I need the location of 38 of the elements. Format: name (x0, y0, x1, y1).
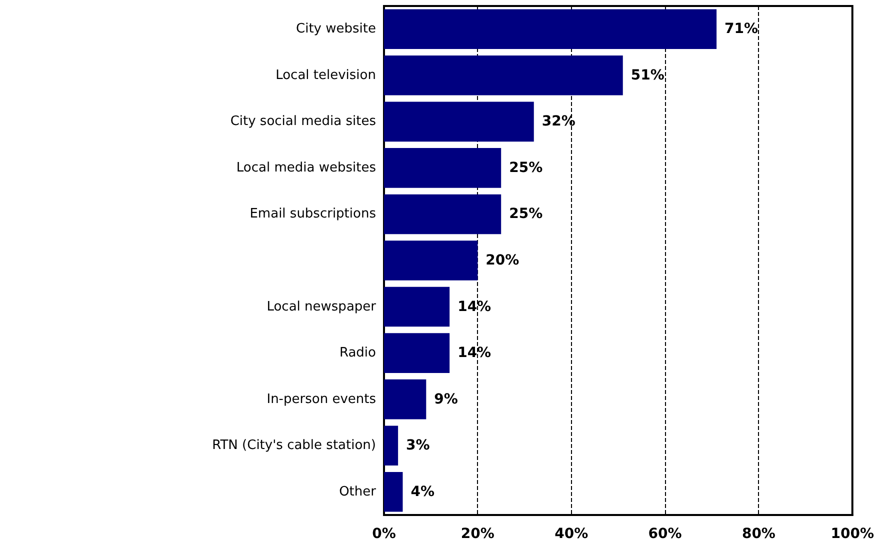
data-label: 25% (509, 206, 543, 222)
bar (384, 148, 502, 188)
bar (384, 240, 478, 280)
bar (384, 102, 534, 142)
x-tick-label: 0% (372, 526, 396, 542)
bar (384, 472, 403, 512)
x-tick-label: 20% (460, 526, 494, 542)
data-label: 20% (486, 252, 520, 268)
x-tick-label: 60% (648, 526, 682, 542)
y-tick-label: City website (296, 22, 376, 37)
y-tick-label: Local media websites (236, 160, 376, 176)
y-tick-label: RTN (City's cable station) (212, 438, 376, 454)
y-tick-label: Radio (339, 346, 376, 361)
data-label: 71% (724, 21, 758, 38)
bar (384, 56, 623, 96)
bar (384, 426, 398, 466)
y-tick-label: Other (339, 484, 377, 500)
bar (384, 286, 450, 327)
y-tick-label: In-person events (266, 392, 376, 407)
bar (384, 194, 502, 234)
y-tick-label: City social media sites (230, 114, 376, 130)
y-tick-label: Local television (276, 68, 376, 83)
data-label: 14% (458, 298, 492, 315)
y-tick-label: Local newspaper (266, 299, 377, 314)
data-label: 25% (509, 160, 543, 176)
data-label: 3% (406, 438, 430, 454)
x-tick-label: 80% (742, 526, 776, 542)
x-tick-label: 100% (830, 526, 874, 542)
bar (384, 333, 450, 373)
data-label: 32% (542, 114, 576, 130)
y-tick-label: Email subscriptions (250, 206, 376, 222)
data-label: 14% (458, 345, 492, 362)
bar (384, 9, 717, 50)
bar (384, 379, 426, 420)
x-tick-label: 40% (554, 526, 588, 542)
data-label: 9% (434, 391, 458, 408)
data-label: 51% (630, 67, 664, 84)
data-label: 4% (410, 484, 435, 500)
